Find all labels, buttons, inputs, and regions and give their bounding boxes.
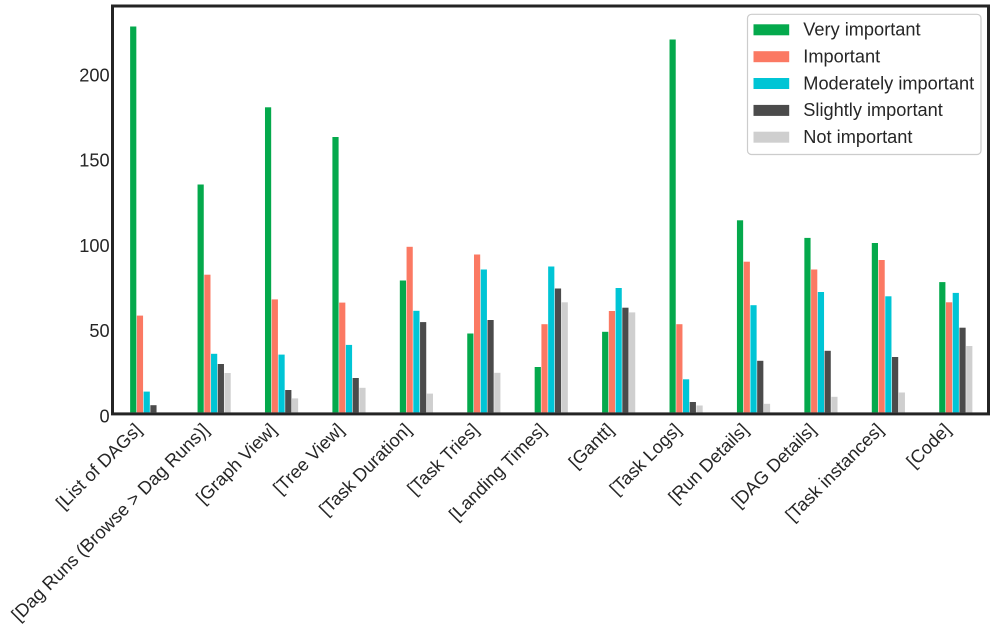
svg-text:50: 50 [89, 321, 109, 341]
svg-text:Slightly important: Slightly important [803, 100, 943, 120]
svg-text:Very important: Very important [803, 20, 920, 40]
svg-text:Moderately important: Moderately important [803, 73, 974, 93]
svg-text:Important: Important [803, 47, 880, 67]
svg-text:Not important: Not important [803, 127, 912, 147]
svg-text:0: 0 [99, 406, 109, 426]
svg-text:200: 200 [79, 66, 109, 86]
svg-text:150: 150 [79, 151, 109, 171]
svg-text:100: 100 [79, 236, 109, 256]
